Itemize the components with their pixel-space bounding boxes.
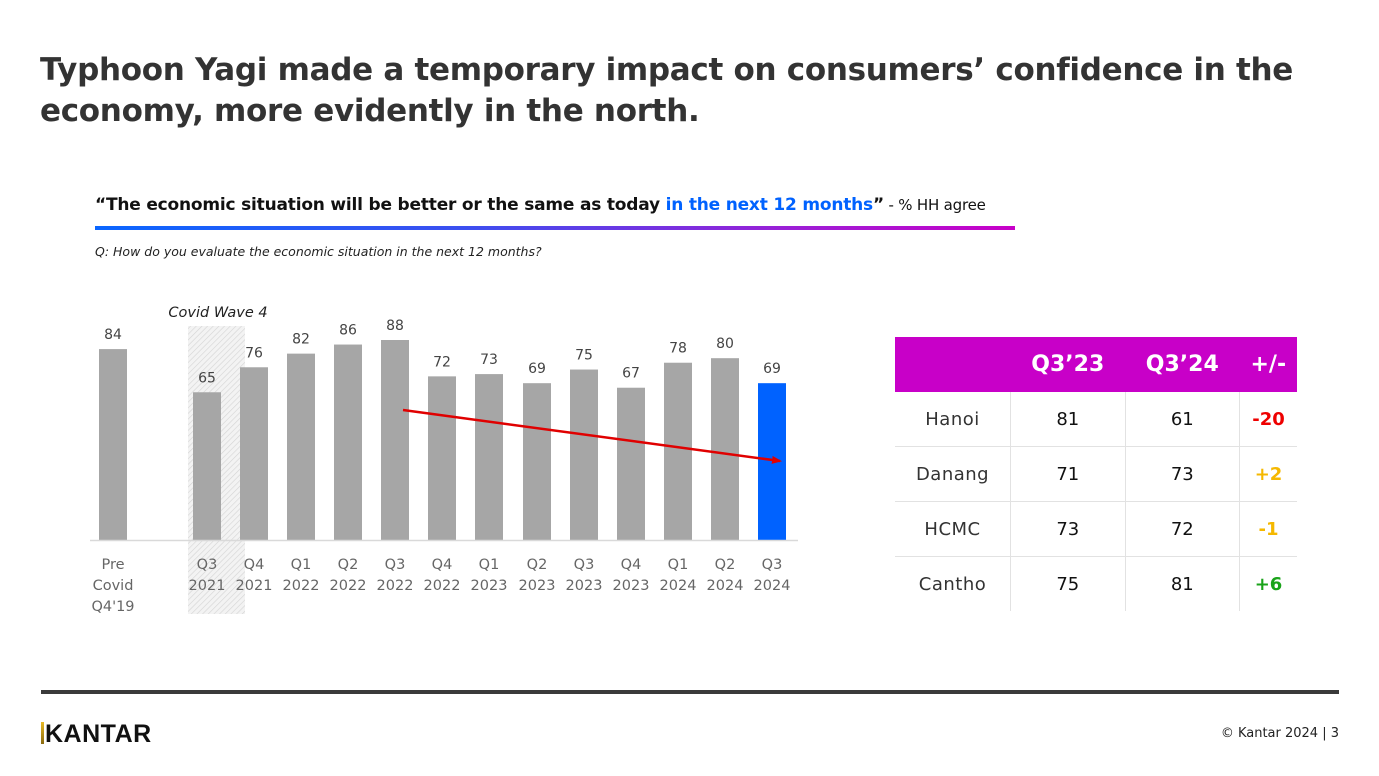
bar-chart: 84 65 76 82 86 88 72 73 69 75 67 78 80 69 Pre Covid Q4'… bbox=[90, 305, 798, 615]
x-tick-label: Pre bbox=[101, 557, 124, 573]
x-tick-label: Q3 bbox=[762, 557, 783, 573]
logo-text: KANTAR bbox=[45, 720, 152, 748]
logo-gold-bar bbox=[41, 722, 44, 744]
header-blank bbox=[895, 337, 1011, 392]
downward-trend-arrow bbox=[402, 408, 782, 464]
kantar-logo: KANTAR bbox=[41, 720, 152, 749]
header-q3-23: Q3’23 bbox=[1010, 337, 1126, 392]
x-tick-label: 2024 bbox=[754, 578, 791, 594]
x-tick-label: Q3 bbox=[197, 557, 218, 573]
x-tick-label: Q4'19 bbox=[91, 599, 134, 615]
bar-value-label: 86 bbox=[339, 323, 357, 339]
x-tick-label: Covid bbox=[93, 578, 134, 594]
bar bbox=[381, 340, 409, 540]
bar-value-label: 88 bbox=[386, 318, 404, 334]
bar bbox=[240, 367, 268, 540]
bar bbox=[99, 349, 127, 540]
x-tick-label: 2023 bbox=[471, 578, 508, 594]
bar-value-label: 73 bbox=[480, 352, 498, 368]
bar bbox=[758, 383, 786, 540]
covid-wave-label: Covid Wave 4 bbox=[168, 305, 267, 321]
x-tick-label: 2024 bbox=[707, 578, 744, 594]
q3-23-value: 71 bbox=[1010, 446, 1126, 502]
table-row: HCMC 73 72 -1 bbox=[895, 501, 1297, 557]
x-tick-label: Q4 bbox=[621, 557, 642, 573]
bar bbox=[664, 362, 692, 540]
chart-subtitle: “The economic situation will be better o… bbox=[95, 195, 986, 215]
x-tick-label: Q4 bbox=[432, 557, 453, 573]
q3-23-value: 75 bbox=[1010, 556, 1126, 611]
subtitle-highlight: in the next 12 months bbox=[665, 195, 874, 215]
bar-value-label: 69 bbox=[763, 361, 781, 377]
bar-value-label: 75 bbox=[575, 348, 593, 364]
x-tick-label: Q2 bbox=[527, 557, 548, 573]
x-tick-label: Q4 bbox=[244, 557, 265, 573]
bar bbox=[711, 358, 739, 540]
bar-value-label: 67 bbox=[622, 366, 640, 382]
x-tick-label: 2024 bbox=[660, 578, 697, 594]
bar bbox=[428, 376, 456, 540]
city-cell: Hanoi bbox=[895, 392, 1011, 447]
q3-24-value: 73 bbox=[1124, 446, 1240, 502]
city-cell: HCMC bbox=[895, 501, 1011, 557]
bar-value-label: 80 bbox=[716, 336, 734, 352]
bar-value-label: 82 bbox=[292, 332, 310, 348]
bar bbox=[287, 353, 315, 540]
bar bbox=[334, 344, 362, 540]
bar-value-label: 65 bbox=[198, 370, 216, 386]
copyright-page-number: © Kantar 2024 | 3 bbox=[1220, 726, 1339, 741]
delta-value: -20 bbox=[1239, 392, 1297, 447]
bar bbox=[523, 383, 551, 540]
q3-23-value: 73 bbox=[1010, 501, 1126, 557]
bar bbox=[475, 374, 503, 540]
x-tick-label: Q1 bbox=[291, 557, 312, 573]
q3-24-value: 61 bbox=[1124, 392, 1240, 447]
x-tick-label: Q1 bbox=[668, 557, 689, 573]
bar-value-label: 84 bbox=[104, 327, 122, 343]
bar-value-label: 78 bbox=[669, 341, 687, 357]
subtitle-suffix: - % HH agree bbox=[883, 196, 986, 214]
gradient-underline bbox=[95, 226, 1015, 230]
delta-value: +2 bbox=[1239, 446, 1297, 502]
delta-value: -1 bbox=[1239, 501, 1297, 557]
city-cell: Danang bbox=[895, 446, 1011, 502]
x-tick-label: 2022 bbox=[424, 578, 461, 594]
x-tick-label: 2021 bbox=[236, 578, 273, 594]
subtitle-close: ” bbox=[872, 195, 884, 215]
bar-value-label: 76 bbox=[245, 345, 263, 361]
x-tick-label: Q3 bbox=[574, 557, 595, 573]
bar bbox=[193, 392, 221, 540]
delta-value: +6 bbox=[1239, 556, 1297, 611]
q3-24-value: 72 bbox=[1124, 501, 1240, 557]
x-tick-label: 2022 bbox=[283, 578, 320, 594]
bar-value-label: 72 bbox=[433, 354, 451, 370]
table-row: Hanoi 81 61 -20 bbox=[895, 392, 1297, 447]
bar-value-label: 69 bbox=[528, 361, 546, 377]
x-tick-label: 2022 bbox=[377, 578, 414, 594]
q3-24-value: 81 bbox=[1124, 556, 1240, 611]
x-tick-label: Q2 bbox=[715, 557, 736, 573]
header-q3-24: Q3’24 bbox=[1125, 337, 1240, 392]
x-tick-label: Q2 bbox=[338, 557, 359, 573]
x-tick-label: 2023 bbox=[613, 578, 650, 594]
header-delta: +/- bbox=[1239, 337, 1297, 392]
bar bbox=[570, 369, 598, 540]
slide-title: Typhoon Yagi made a temporary impact on … bbox=[40, 52, 1294, 129]
subtitle-main: “The economic situation will be better o… bbox=[95, 195, 666, 215]
footer-divider bbox=[41, 690, 1339, 694]
x-tick-label: Q3 bbox=[385, 557, 406, 573]
x-tick-label: Q1 bbox=[479, 557, 500, 573]
city-cell: Cantho bbox=[918, 573, 987, 595]
x-tick-label: 2023 bbox=[519, 578, 556, 594]
bar bbox=[617, 387, 645, 540]
table-header-row: Q3’23 Q3’24 +/- bbox=[895, 337, 1297, 392]
q3-23-value: 81 bbox=[1010, 392, 1126, 447]
table-row: Cantho 75 81 +6 bbox=[895, 556, 1297, 611]
city-comparison-table: Q3’23 Q3’24 +/- Hanoi 81 61 -20 Danang 71 73 +2… bbox=[895, 337, 1297, 611]
survey-question: Q: How do you evaluate the economic situ… bbox=[95, 244, 542, 259]
x-tick-label: 2022 bbox=[330, 578, 367, 594]
x-tick-label: 2023 bbox=[566, 578, 603, 594]
table-row: Danang 71 73 +2 bbox=[895, 446, 1297, 502]
x-tick-label: 2021 bbox=[189, 578, 226, 594]
